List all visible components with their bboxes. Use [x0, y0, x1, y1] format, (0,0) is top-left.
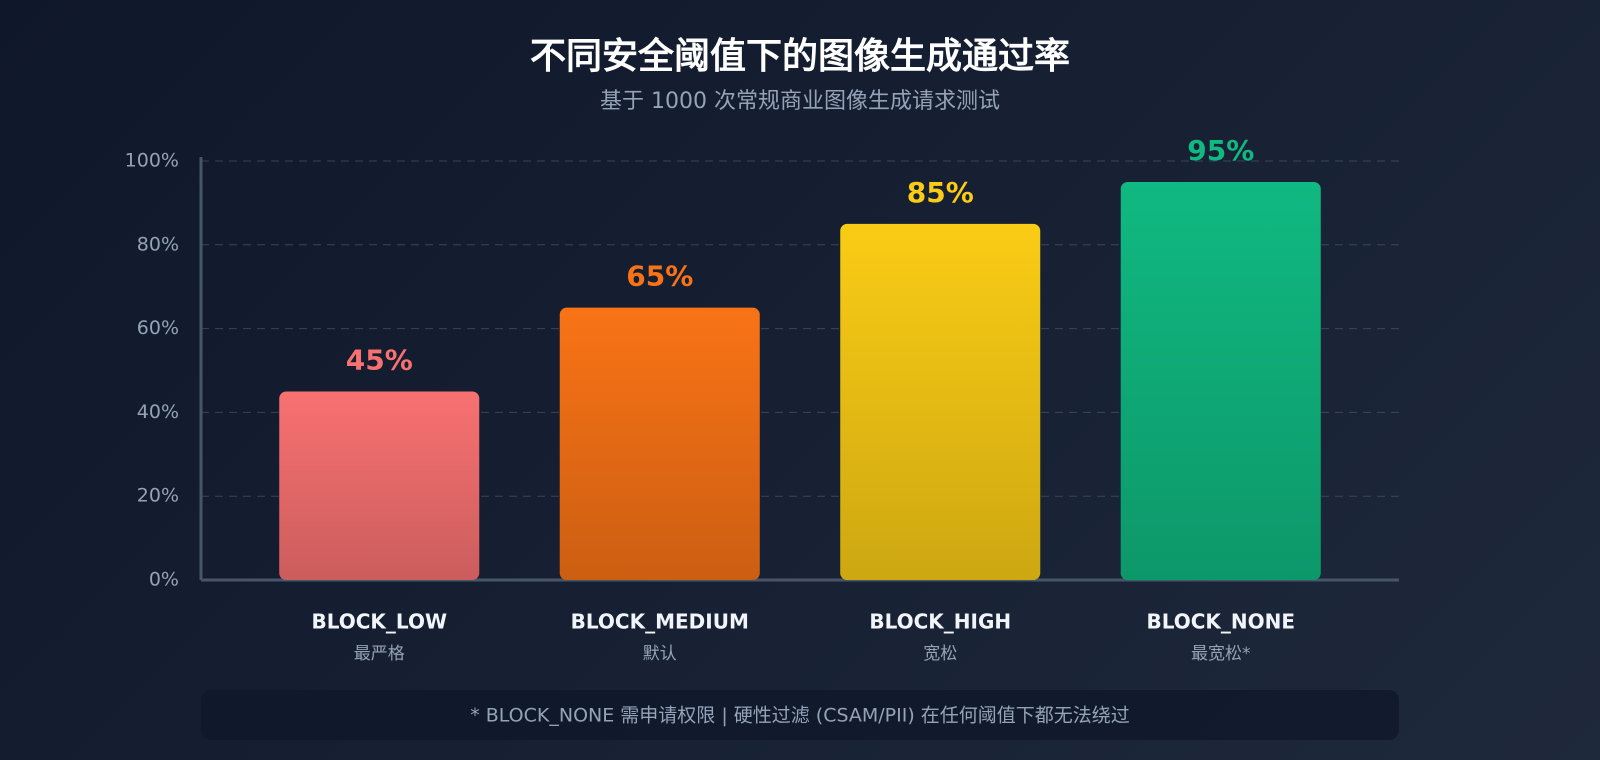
x-tick-note: 默认	[643, 644, 677, 664]
value-label: 65%	[626, 260, 693, 293]
y-tick-label: 40%	[137, 401, 179, 423]
chart-subtitle: 基于 1000 次常规商业图像生成请求测试	[600, 89, 1000, 114]
x-tick-note: 最宽松*	[1191, 644, 1251, 664]
value-label: 85%	[907, 176, 974, 209]
bar-shade	[1120, 181, 1321, 580]
footnote: * BLOCK_NONE 需申请权限 | 硬性过滤 (CSAM/PII) 在任何…	[470, 705, 1130, 727]
y-tick-label: 100%	[125, 150, 179, 172]
chart-title: 不同安全阈值下的图像生成通过率	[530, 35, 1070, 77]
bar-shade	[840, 223, 1041, 580]
value-label: 95%	[1187, 134, 1254, 167]
y-tick-label: 20%	[137, 485, 179, 507]
bar-shade	[559, 307, 760, 580]
y-tick-label: 0%	[149, 569, 179, 591]
x-tick-label: BLOCK_NONE	[1146, 610, 1295, 634]
x-tick-label: BLOCK_HIGH	[869, 610, 1011, 634]
x-tick-label: BLOCK_LOW	[311, 610, 447, 634]
bar-shade	[279, 391, 480, 580]
y-tick-label: 80%	[137, 233, 179, 255]
x-tick-note: 最严格	[354, 644, 405, 664]
y-tick-label: 60%	[137, 317, 179, 339]
x-tick-note: 宽松	[923, 644, 957, 664]
x-tick-label: BLOCK_MEDIUM	[571, 610, 749, 634]
value-label: 45%	[346, 343, 413, 376]
footnote-box	[201, 690, 1399, 740]
